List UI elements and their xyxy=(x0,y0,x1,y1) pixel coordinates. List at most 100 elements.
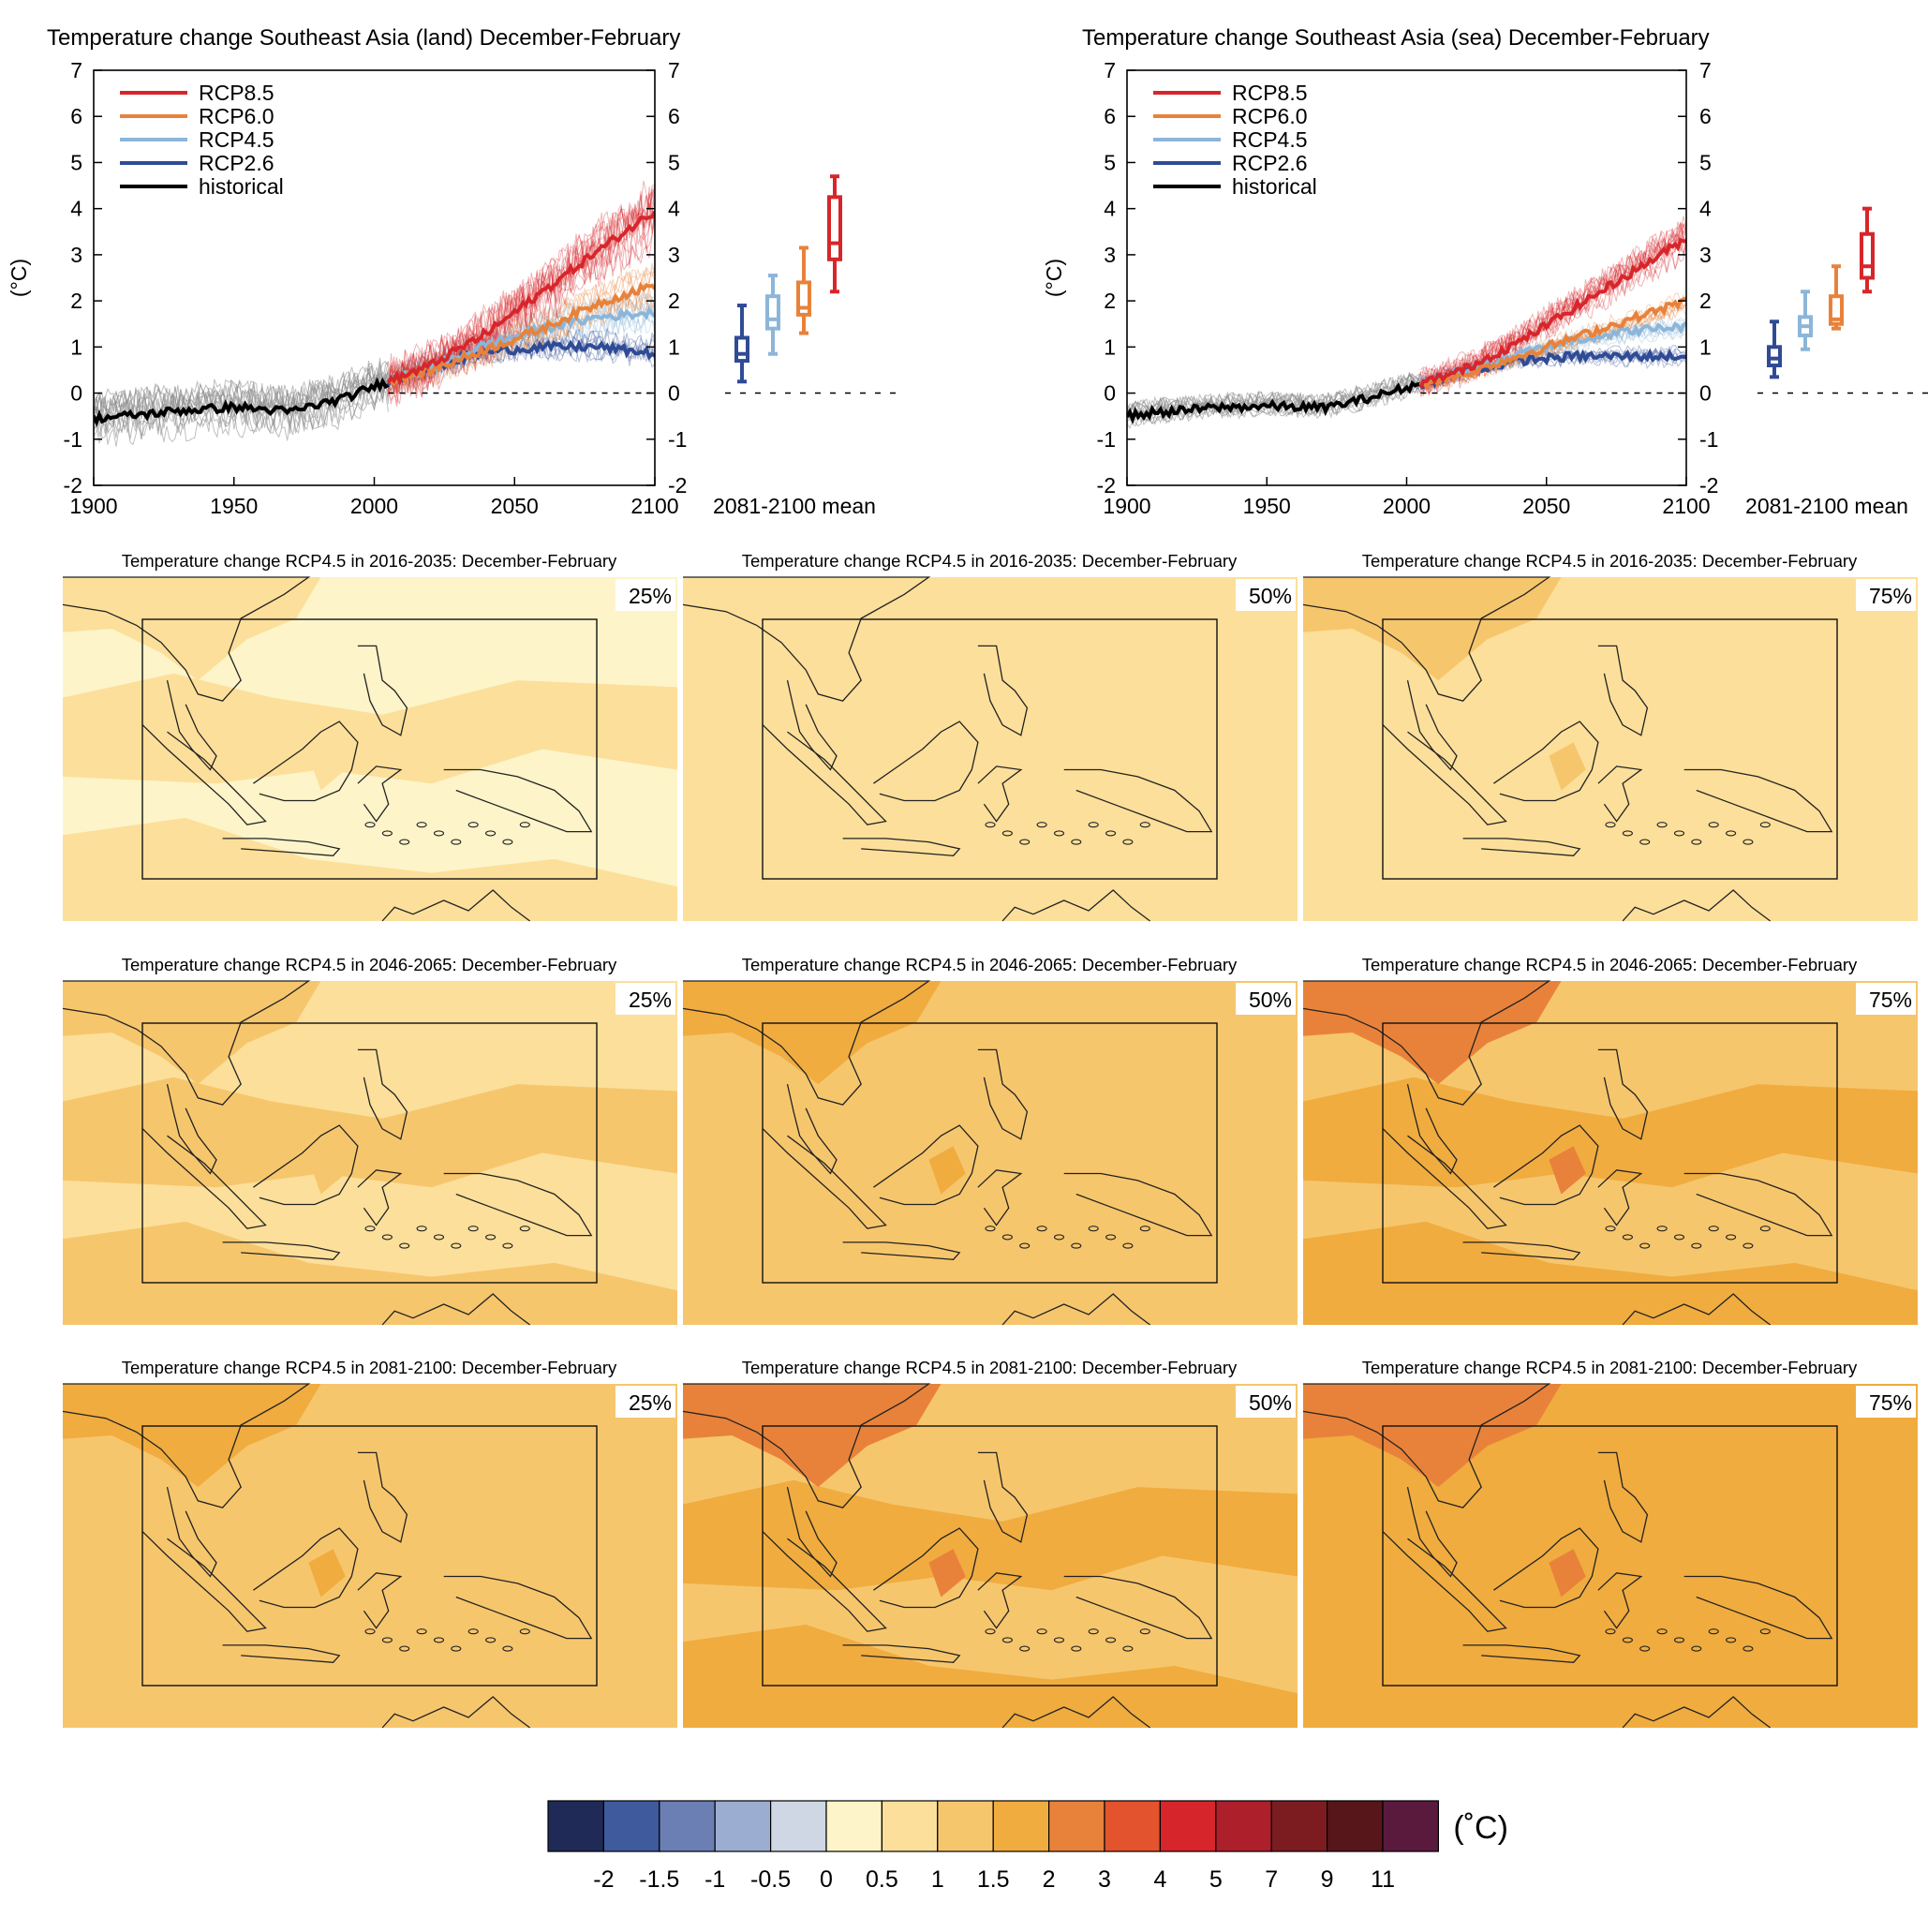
colorbar-segment xyxy=(1159,1800,1217,1852)
island-outline xyxy=(1053,1234,1065,1241)
legend-label: RCP6.0 xyxy=(1232,104,1308,128)
map-warming-patch xyxy=(63,817,677,921)
box-iqr xyxy=(734,335,749,364)
coastline xyxy=(443,1575,593,1640)
y-tick-label-left: 4 xyxy=(70,197,82,221)
island-outline xyxy=(1691,1645,1702,1652)
colorbar-tick-label: 4 xyxy=(1153,1866,1166,1893)
island-outline xyxy=(364,822,376,828)
island-outline xyxy=(1122,1242,1134,1249)
y-tick-label-left: -1 xyxy=(1097,427,1116,452)
coastline xyxy=(1622,889,1771,922)
map-panel: Temperature change RCP4.5 in 2016-2035: … xyxy=(62,551,677,922)
rcp85-ensemble-member xyxy=(388,186,655,397)
x-tick-label: 1900 xyxy=(69,494,117,518)
y-tick-label-right: 1 xyxy=(1699,334,1712,359)
map-panel: Temperature change RCP4.5 in 2081-2100: … xyxy=(1302,1358,1918,1729)
colorbar-segment xyxy=(1270,1800,1328,1852)
coastline xyxy=(1597,765,1643,823)
colorbar-segment xyxy=(1215,1800,1272,1852)
island-outline xyxy=(519,822,530,828)
map-title: Temperature change RCP4.5 in 2046-2065: … xyxy=(742,955,1238,974)
island-outline xyxy=(416,1628,427,1635)
island-outline xyxy=(1139,822,1150,828)
map-panel: Temperature change RCP4.5 in 2046-2065: … xyxy=(682,955,1298,1326)
coastline xyxy=(873,721,979,802)
coastline xyxy=(977,1572,1023,1629)
map-warming-patch xyxy=(683,1221,1298,1325)
coastline xyxy=(1622,1293,1771,1326)
coastline xyxy=(1001,889,1150,922)
coastline xyxy=(977,645,1029,736)
percentile-label: 50% xyxy=(1249,1390,1292,1415)
rcp85-ensemble-member xyxy=(388,186,655,389)
coastline xyxy=(1063,768,1213,833)
colorbar-tick-label: -1 xyxy=(704,1866,725,1893)
island-outline xyxy=(1088,822,1099,828)
map-hotspot-patch xyxy=(928,1146,966,1195)
coastline xyxy=(443,768,593,833)
coastline xyxy=(1597,1451,1649,1543)
coastline xyxy=(253,721,359,802)
region-boundary-box xyxy=(1382,618,1838,880)
coastline xyxy=(762,1128,887,1229)
historical-ensemble-member xyxy=(94,379,389,439)
coastline xyxy=(381,1696,530,1729)
map-title: Temperature change RCP4.5 in 2016-2035: … xyxy=(1362,551,1858,571)
coastline xyxy=(682,980,931,1106)
y-tick-label-left: 3 xyxy=(1104,243,1116,267)
coastline xyxy=(357,1572,403,1629)
plot-area xyxy=(1127,215,1686,430)
map-warming-patch xyxy=(683,1624,1298,1728)
y-tick-label-left: 5 xyxy=(70,150,82,174)
rcp85-ensemble-member xyxy=(1420,235,1686,396)
rcp60-mean-line xyxy=(387,281,655,387)
island-outline xyxy=(364,1226,376,1232)
x-tick-label: 2100 xyxy=(1662,494,1710,518)
x-tick-label: 2100 xyxy=(630,494,678,518)
coastline xyxy=(166,1083,217,1175)
y-tick-label-left: 6 xyxy=(1104,104,1116,128)
coastline xyxy=(1063,1172,1213,1237)
coastline xyxy=(977,765,1023,823)
island-outline xyxy=(1088,1226,1099,1232)
y-tick-label-right: -2 xyxy=(1699,473,1718,498)
y-tick-label-right: -1 xyxy=(668,427,687,452)
legend-label: historical xyxy=(199,174,284,199)
y-tick-label-right: -2 xyxy=(668,473,687,498)
island-outline xyxy=(1605,1628,1616,1635)
coastline xyxy=(1597,1169,1643,1226)
y-tick-label-right: 7 xyxy=(1699,58,1712,82)
colorbar-tick-label: 2 xyxy=(1043,1866,1056,1893)
map-panel: Temperature change RCP4.5 in 2081-2100: … xyxy=(682,1358,1298,1729)
percentile-label: 75% xyxy=(1869,584,1912,608)
coastline xyxy=(222,1241,341,1260)
island-outline xyxy=(1001,1234,1013,1241)
box-iqr xyxy=(1860,231,1875,280)
colorbar-tick-label: 0 xyxy=(820,1866,833,1893)
coastline xyxy=(1597,1572,1643,1629)
legend-label: RCP2.6 xyxy=(199,151,274,175)
land-timeseries-chart: Temperature change Southeast Asia (land)… xyxy=(7,25,900,518)
island-outline xyxy=(364,1628,376,1635)
coastline xyxy=(786,679,838,771)
island-outline xyxy=(1639,1645,1651,1652)
map-hotspot-patch xyxy=(63,981,321,1085)
colorbar-tick-label: -1.5 xyxy=(639,1866,679,1893)
y-tick-label-right: 6 xyxy=(1699,104,1712,128)
percentile-label: 25% xyxy=(629,584,672,608)
island-outline xyxy=(1036,1226,1047,1232)
island-outline xyxy=(381,1234,393,1241)
coastline xyxy=(1462,1241,1581,1260)
island-outline xyxy=(502,1242,513,1249)
coastline xyxy=(357,765,403,823)
coastline xyxy=(1001,1293,1150,1326)
island-outline xyxy=(381,830,393,837)
coastline xyxy=(1063,1575,1213,1640)
island-outline xyxy=(519,1226,530,1232)
plot-area xyxy=(94,180,655,447)
y-axis-label: (°C) xyxy=(7,259,31,297)
island-outline xyxy=(467,822,479,828)
percentile-label-background xyxy=(1856,1386,1916,1418)
historical-mean-line xyxy=(1127,379,1421,425)
